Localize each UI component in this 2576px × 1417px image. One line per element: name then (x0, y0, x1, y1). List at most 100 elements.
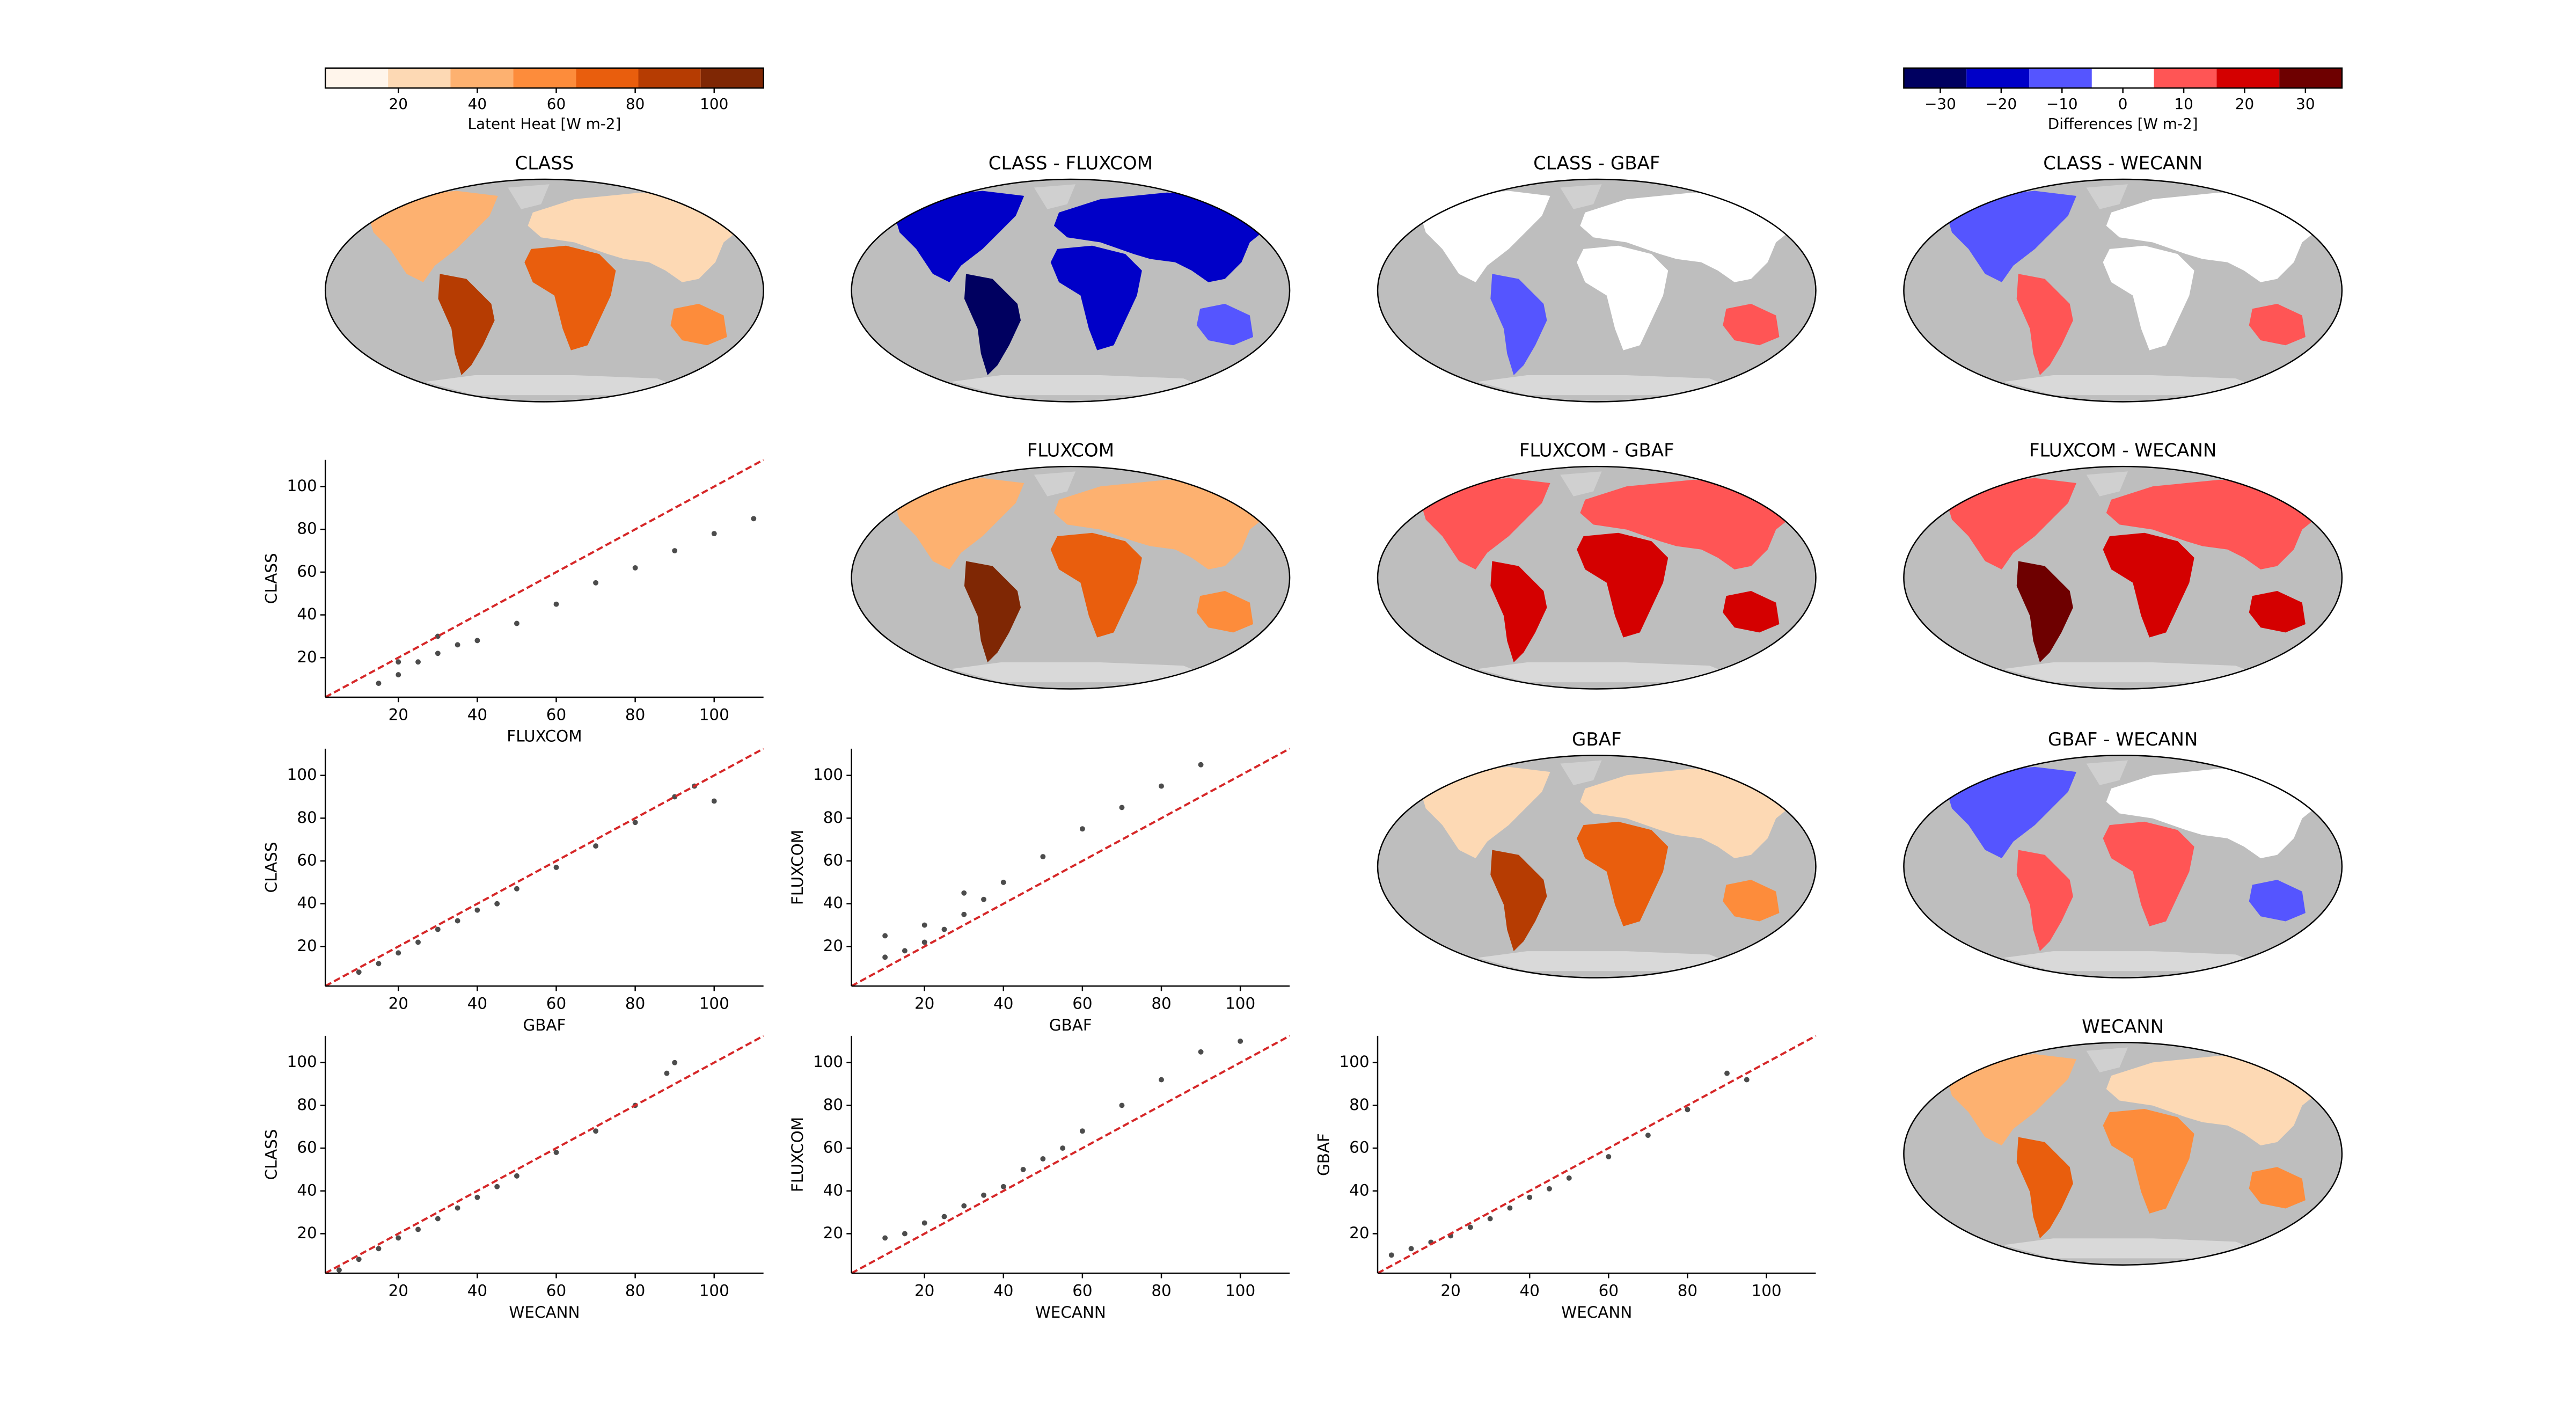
scatter-point (455, 1205, 460, 1211)
greenland (2086, 1047, 2128, 1072)
antarctica (1477, 951, 1735, 972)
land-region (1946, 766, 2077, 858)
y-tick-label: 80 (297, 1095, 317, 1114)
land-region (1053, 479, 1280, 569)
land-region (528, 192, 754, 282)
land-region (1723, 880, 1780, 922)
scatter-point (1645, 1133, 1651, 1138)
scatter-point (1198, 762, 1204, 768)
y-tick-label: 100 (287, 765, 317, 784)
map-land (895, 184, 1280, 396)
scatter-point (474, 907, 480, 913)
map-title: CLASS - FLUXCOM (989, 153, 1153, 174)
y-tick-label: 20 (297, 937, 317, 955)
one-to-one-line (325, 458, 764, 698)
land-region (895, 191, 1024, 282)
x-tick-label: 100 (1225, 995, 1255, 1013)
colorbar-bin (513, 68, 576, 88)
y-tick-label: 60 (297, 1138, 317, 1157)
scatter-point (1744, 1077, 1750, 1083)
y-axis-label: CLASS (262, 842, 281, 893)
land-region (1577, 245, 1668, 350)
x-tick-label: 20 (389, 995, 408, 1013)
x-tick-label: 80 (625, 705, 645, 724)
scatter-point (1238, 1038, 1243, 1044)
land-region (2249, 303, 2306, 346)
land-region (2106, 479, 2332, 569)
y-tick-label: 100 (287, 1053, 317, 1071)
colorbar-bin (576, 68, 639, 88)
y-tick-label: 80 (297, 520, 317, 538)
y-tick-label: 40 (297, 605, 317, 623)
map-border (1377, 178, 1817, 403)
tick-label: −20 (1985, 95, 2017, 113)
land-region (1490, 274, 1547, 375)
x-tick-label: 100 (699, 705, 729, 724)
greenland (2086, 760, 2128, 785)
map-land (895, 471, 1280, 683)
scatter-point (415, 1226, 421, 1232)
scatter-point (921, 939, 927, 945)
colorbar-frame (1903, 67, 2343, 89)
y-tick-label: 80 (823, 1095, 843, 1114)
scatter-point (1724, 1070, 1730, 1076)
scatter-point (882, 954, 888, 960)
scatter-point (1566, 1175, 1572, 1181)
scatter-point (1527, 1194, 1533, 1200)
y-tick-label: 100 (1339, 1053, 1369, 1071)
x-tick-label: 40 (993, 1282, 1013, 1300)
scatter-point (981, 896, 986, 902)
scatter-point (494, 901, 500, 907)
antarctica (1477, 375, 1735, 396)
land-region (1946, 1054, 2077, 1146)
map-land (1946, 1047, 2332, 1259)
antarctica (425, 375, 683, 396)
colorbar-bin (1966, 68, 2030, 88)
scatter-point (396, 659, 401, 665)
y-tick-label: 100 (813, 1053, 843, 1071)
map-title: FLUXCOM (1027, 440, 1114, 462)
scatter-point (1388, 1252, 1394, 1258)
colorbar-label: Latent Heat [W m-2] (468, 115, 621, 133)
colorbar-bin (325, 68, 389, 88)
land-region (1723, 591, 1780, 633)
y-axis-label: FLUXCOM (788, 830, 807, 905)
land-region (438, 274, 495, 375)
scatter-point (902, 1231, 908, 1237)
scatter-point (1040, 854, 1046, 860)
map-border (1377, 754, 1817, 978)
greenland (2086, 471, 2128, 496)
one-to-one-line (325, 748, 764, 987)
land-region (1580, 768, 1806, 858)
x-tick-label: 80 (1678, 1282, 1697, 1300)
scatter-point (356, 1257, 362, 1262)
x-tick-label: 60 (546, 705, 566, 724)
one-to-one-line (325, 1035, 764, 1274)
y-axis-label: CLASS (262, 1129, 281, 1180)
greenland (508, 184, 550, 209)
x-tick-label: 80 (625, 995, 645, 1013)
scatter-point (376, 681, 382, 686)
scatter-point (396, 1235, 401, 1241)
scatter-point (455, 642, 460, 648)
colorbar-frame (324, 67, 764, 89)
scatter-point (593, 843, 599, 849)
colorbar-bin (2091, 68, 2154, 88)
map-title: CLASS (515, 153, 574, 174)
scatter-point (1040, 1156, 1046, 1162)
scatter-point (514, 886, 519, 892)
y-tick-label: 20 (823, 1224, 843, 1242)
y-tick-label: 60 (823, 1138, 843, 1157)
scatter-point (396, 672, 401, 678)
x-tick-label: 20 (914, 1282, 934, 1300)
y-tick-label: 80 (1349, 1095, 1369, 1114)
land-region (1946, 191, 2077, 282)
land-region (524, 245, 616, 350)
x-axis-label: FLUXCOM (507, 727, 582, 746)
x-axis-label: WECANN (1561, 1303, 1632, 1321)
land-region (1196, 591, 1254, 633)
scatter-point (1079, 826, 1085, 832)
scatter-point (882, 933, 888, 939)
x-tick-label: 40 (467, 1282, 487, 1300)
